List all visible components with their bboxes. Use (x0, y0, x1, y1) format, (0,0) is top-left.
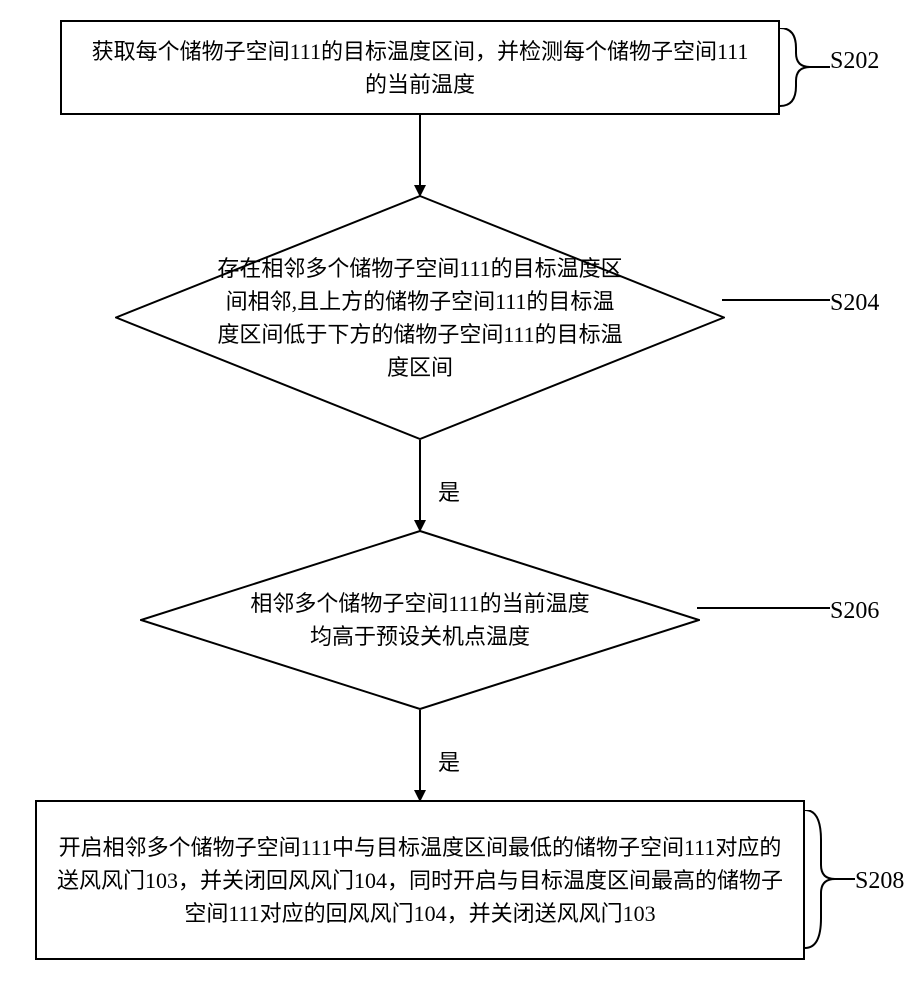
step-s206: 相邻多个储物子空间111的当前温度均高于预设关机点温度 (140, 530, 700, 710)
step-s202: 获取每个储物子空间111的目标温度区间，并检测每个储物子空间111的当前温度 (60, 20, 780, 115)
flowchart-canvas: 获取每个储物子空间111的目标温度区间，并检测每个储物子空间111的当前温度 S… (0, 0, 923, 1000)
step-text: 开启相邻多个储物子空间111中与目标温度区间最低的储物子空间111对应的送风风门… (57, 831, 783, 930)
step-s208: 开启相邻多个储物子空间111中与目标温度区间最低的储物子空间111对应的送风风门… (35, 800, 805, 960)
arrow-1 (410, 115, 430, 197)
arrow-2 (410, 440, 430, 532)
step-text: 存在相邻多个储物子空间111的目标温度区间相邻,且上方的储物子空间111的目标温… (215, 252, 625, 384)
step-text: 相邻多个储物子空间111的当前温度均高于预设关机点温度 (250, 587, 590, 653)
edge-label-yes-2: 是 (438, 745, 460, 777)
bracket-s208 (803, 810, 863, 950)
arrow-3 (410, 710, 430, 802)
step-label-s202: S202 (830, 48, 879, 75)
step-label-s208: S208 (855, 868, 904, 895)
step-s204: 存在相邻多个储物子空间111的目标温度区间相邻,且上方的储物子空间111的目标温… (115, 195, 725, 440)
step-text: 获取每个储物子空间111的目标温度区间，并检测每个储物子空间111的当前温度 (82, 35, 758, 101)
edge-label-yes-1: 是 (438, 475, 460, 507)
step-label-s206: S206 (830, 598, 879, 625)
bracket-s206 (695, 588, 835, 628)
bracket-s202 (778, 28, 838, 108)
step-label-s204: S204 (830, 290, 879, 317)
bracket-s204 (720, 280, 840, 320)
